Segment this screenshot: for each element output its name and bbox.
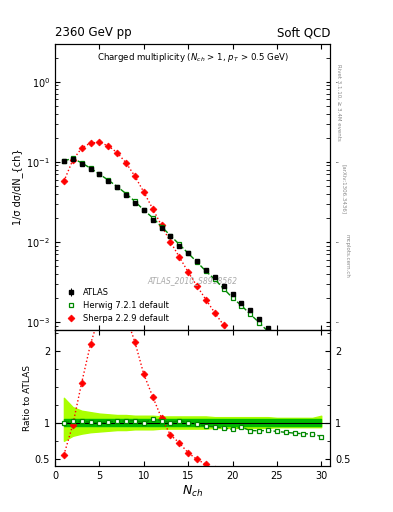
Sherpa 2.2.9 default [97, 139, 102, 145]
Text: Rivet 3.1.10, ≥ 3.4M events: Rivet 3.1.10, ≥ 3.4M events [336, 64, 341, 141]
Y-axis label: Ratio to ATLAS: Ratio to ATLAS [23, 365, 32, 431]
Sherpa 2.2.9 default [266, 382, 270, 389]
Sherpa 2.2.9 default [283, 404, 288, 411]
Herwig 7.2.1 default [150, 215, 155, 221]
Sherpa 2.2.9 default [275, 393, 279, 399]
Text: mcplots.cern.ch: mcplots.cern.ch [344, 234, 349, 278]
X-axis label: $N_{ch}$: $N_{ch}$ [182, 483, 203, 499]
Sherpa 2.2.9 default [106, 143, 110, 149]
Herwig 7.2.1 default [266, 328, 270, 334]
Herwig 7.2.1 default [186, 250, 191, 257]
Sherpa 2.2.9 default [221, 322, 226, 328]
Herwig 7.2.1 default [141, 207, 146, 213]
Sherpa 2.2.9 default [212, 310, 217, 316]
Herwig 7.2.1 default [230, 295, 235, 301]
Sherpa 2.2.9 default [88, 140, 93, 146]
Herwig 7.2.1 default [132, 198, 137, 204]
Sherpa 2.2.9 default [62, 178, 66, 184]
Herwig 7.2.1 default [319, 380, 323, 387]
Text: 2360 GeV pp: 2360 GeV pp [55, 26, 132, 39]
Herwig 7.2.1 default [62, 158, 66, 164]
Herwig 7.2.1 default [275, 337, 279, 344]
Sherpa 2.2.9 default [168, 239, 173, 245]
Sherpa 2.2.9 default [159, 222, 164, 228]
Herwig 7.2.1 default [177, 241, 182, 247]
Herwig 7.2.1 default [248, 311, 253, 317]
Herwig 7.2.1 default [88, 165, 93, 172]
Herwig 7.2.1 default [106, 177, 110, 183]
Sherpa 2.2.9 default [70, 157, 75, 163]
Y-axis label: 1/σ dσ/dN_{ch}: 1/σ dσ/dN_{ch} [13, 148, 24, 225]
Herwig 7.2.1 default [239, 303, 244, 309]
Legend: ATLAS, Herwig 7.2.1 default, Sherpa 2.2.9 default: ATLAS, Herwig 7.2.1 default, Sherpa 2.2.… [59, 285, 172, 326]
Sherpa 2.2.9 default [204, 296, 208, 303]
Sherpa 2.2.9 default [186, 269, 191, 275]
Sherpa 2.2.9 default [310, 437, 315, 443]
Line: Sherpa 2.2.9 default: Sherpa 2.2.9 default [61, 140, 324, 454]
Herwig 7.2.1 default [70, 156, 75, 162]
Herwig 7.2.1 default [79, 160, 84, 166]
Herwig 7.2.1 default [212, 276, 217, 283]
Herwig 7.2.1 default [195, 259, 199, 265]
Sherpa 2.2.9 default [248, 358, 253, 365]
Sherpa 2.2.9 default [230, 334, 235, 340]
Herwig 7.2.1 default [257, 319, 261, 326]
Sherpa 2.2.9 default [257, 370, 261, 376]
Sherpa 2.2.9 default [150, 205, 155, 211]
Herwig 7.2.1 default [124, 190, 129, 197]
Text: Soft QCD: Soft QCD [277, 26, 330, 39]
Sherpa 2.2.9 default [177, 254, 182, 260]
Line: Herwig 7.2.1 default: Herwig 7.2.1 default [61, 156, 324, 386]
Sherpa 2.2.9 default [301, 426, 306, 433]
Sherpa 2.2.9 default [115, 150, 119, 156]
Sherpa 2.2.9 default [319, 449, 323, 455]
Herwig 7.2.1 default [283, 346, 288, 352]
Herwig 7.2.1 default [159, 224, 164, 230]
Sherpa 2.2.9 default [195, 283, 199, 289]
Text: Charged multiplicity ($N_{ch}$ > 1, $p_{T}$ > 0.5 GeV): Charged multiplicity ($N_{ch}$ > 1, $p_{… [97, 51, 288, 63]
Sherpa 2.2.9 default [79, 145, 84, 151]
Herwig 7.2.1 default [301, 363, 306, 369]
Herwig 7.2.1 default [221, 286, 226, 292]
Herwig 7.2.1 default [97, 171, 102, 177]
Sherpa 2.2.9 default [141, 189, 146, 195]
Herwig 7.2.1 default [292, 354, 297, 360]
Text: ATLAS_2010_S8918562: ATLAS_2010_S8918562 [147, 276, 238, 286]
Herwig 7.2.1 default [310, 372, 315, 378]
Sherpa 2.2.9 default [132, 173, 137, 179]
Sherpa 2.2.9 default [292, 416, 297, 422]
Herwig 7.2.1 default [115, 183, 119, 189]
Sherpa 2.2.9 default [124, 160, 129, 166]
Herwig 7.2.1 default [168, 232, 173, 239]
Sherpa 2.2.9 default [239, 347, 244, 353]
Text: [arXiv:1306.3436]: [arXiv:1306.3436] [341, 164, 346, 215]
Herwig 7.2.1 default [204, 268, 208, 274]
